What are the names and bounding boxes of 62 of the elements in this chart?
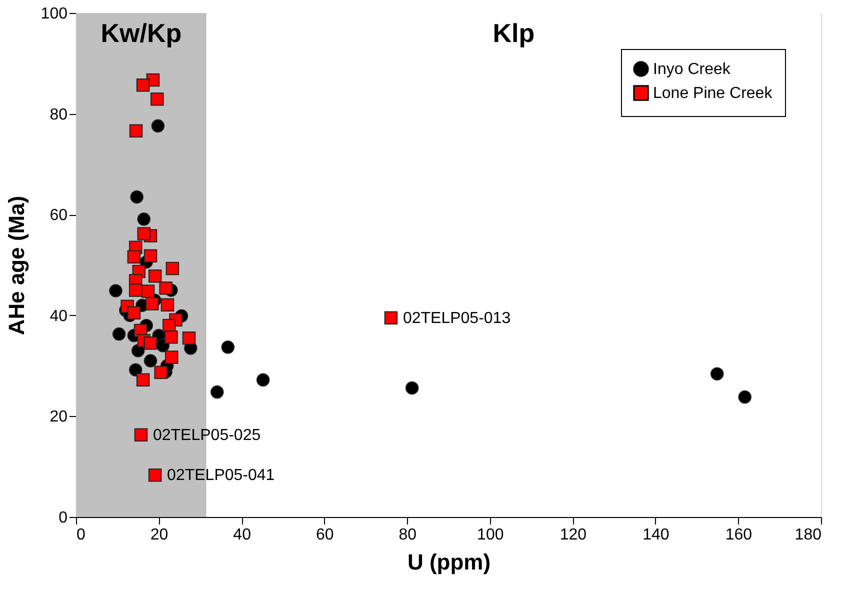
- annotation: 02TELP05-013: [402, 310, 511, 327]
- point: [405, 381, 419, 395]
- point: [256, 373, 270, 387]
- point: [129, 124, 143, 138]
- y-tick-label: 60: [50, 207, 68, 224]
- x-axis-title: U (ppm): [407, 550, 491, 574]
- point: [150, 92, 164, 106]
- point: [710, 367, 724, 380]
- point: [160, 298, 174, 312]
- annotation: 02TELP05-025: [152, 426, 261, 444]
- point: [127, 250, 141, 264]
- point: [137, 227, 150, 240]
- x-tick-label: 100: [477, 526, 504, 544]
- point: [109, 284, 122, 298]
- x-tick-label: 160: [725, 526, 752, 544]
- point: [127, 306, 141, 320]
- point: [164, 350, 178, 364]
- y-tick-label: 0: [58, 510, 68, 526]
- y-axis-title: AHe age (Ma): [4, 196, 29, 336]
- point: [159, 282, 172, 295]
- x-tick-label: 60: [316, 526, 334, 544]
- y-tick-label: 20: [50, 408, 68, 426]
- point: [144, 249, 158, 263]
- point: [144, 354, 158, 368]
- x-tick-label: 180: [794, 526, 822, 544]
- x-tick-label: 80: [398, 526, 417, 544]
- band-label: Klp: [492, 18, 535, 48]
- point: [144, 336, 158, 350]
- point: [146, 297, 159, 310]
- point: [182, 331, 196, 345]
- point: [151, 119, 165, 133]
- band-label: Kw/Kp: [100, 18, 182, 48]
- annotation: 02TELP05-041: [167, 467, 275, 484]
- point: [134, 428, 148, 442]
- y-tick-label: 40: [50, 308, 68, 325]
- point: [137, 212, 150, 226]
- point: [166, 262, 180, 276]
- point: [210, 385, 224, 399]
- point: [148, 269, 162, 283]
- x-tick-label: 140: [642, 526, 670, 544]
- point: [154, 366, 168, 379]
- point: [384, 311, 398, 325]
- x-tick-label: 20: [150, 526, 168, 544]
- legend-label: Inyo Creek: [653, 61, 732, 78]
- x-tick-label: 120: [560, 526, 587, 544]
- point: [136, 78, 150, 92]
- legend-label: Lone Pine Creek: [653, 85, 774, 102]
- point: [148, 468, 162, 482]
- x-tick-label: 40: [233, 526, 252, 544]
- point: [221, 340, 235, 354]
- point: [112, 327, 126, 341]
- y-tick-label: 100: [40, 6, 68, 22]
- point: [136, 373, 150, 387]
- point: [130, 190, 144, 204]
- x-tick-label: 0: [76, 526, 86, 544]
- point: [738, 390, 752, 404]
- point: [128, 284, 142, 297]
- point: [141, 284, 155, 298]
- point: [131, 344, 145, 358]
- y-tick-label: 80: [50, 106, 68, 124]
- point: [164, 330, 178, 344]
- point: [128, 363, 142, 376]
